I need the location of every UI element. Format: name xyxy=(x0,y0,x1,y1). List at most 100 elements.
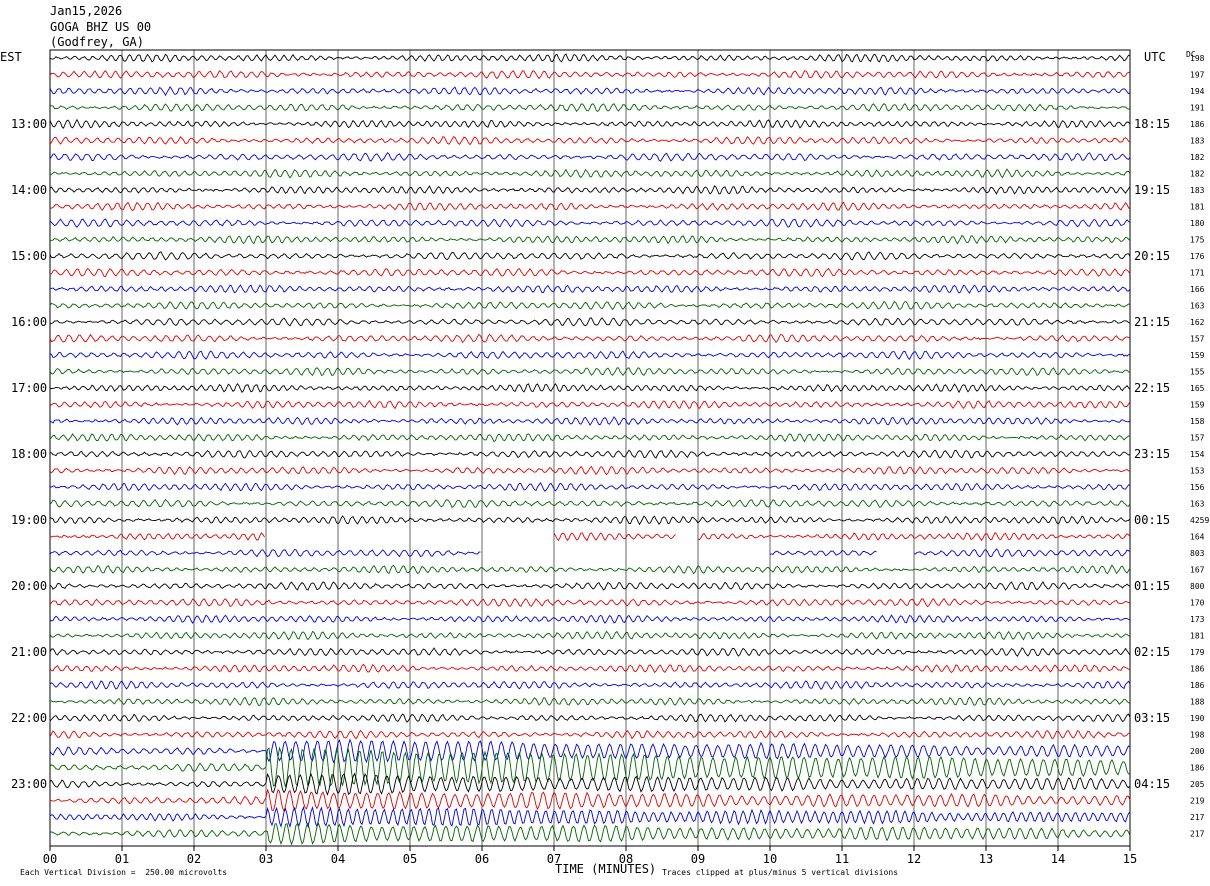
x-tick-label: 15 xyxy=(1123,852,1137,866)
dc-offset-value: 182 xyxy=(1190,153,1205,162)
seismic-trace xyxy=(49,367,1131,377)
dc-offset-value: 186 xyxy=(1190,681,1205,690)
dc-offset-value: 194 xyxy=(1190,87,1205,96)
x-axis-title: TIME (MINUTES) xyxy=(555,862,657,876)
x-tick-label: 14 xyxy=(1051,852,1065,866)
x-tick-label: 10 xyxy=(763,852,777,866)
dc-offset-value: 181 xyxy=(1190,632,1205,641)
seismic-trace xyxy=(49,515,1131,526)
left-hour-label: 20:00 xyxy=(11,579,47,593)
right-hour-label: 00:15 xyxy=(1134,513,1170,527)
plot-frame xyxy=(49,49,1131,847)
right-hour-label: 04:15 xyxy=(1134,777,1170,791)
seismic-trace xyxy=(49,663,1131,674)
seismic-trace xyxy=(49,498,1131,508)
dc-offset-value: 164 xyxy=(1190,533,1205,542)
seismic-trace xyxy=(49,300,1131,311)
right-hour-label: 21:15 xyxy=(1134,315,1170,329)
dc-offset-value: 157 xyxy=(1190,335,1205,344)
right-timezone-label: UTC xyxy=(1144,50,1166,64)
dc-offset-value: 170 xyxy=(1190,599,1205,608)
seismic-trace xyxy=(49,53,1131,63)
x-tick-label: 07 xyxy=(547,852,561,866)
dc-offset-value: 155 xyxy=(1190,368,1205,377)
left-hour-label: 18:00 xyxy=(11,447,47,461)
dc-offset-header: DC xyxy=(1186,50,1196,59)
dc-offset-value: 186 xyxy=(1190,665,1205,674)
dc-offset-value: 217 xyxy=(1190,830,1205,839)
dc-offset-value: 157 xyxy=(1190,434,1205,443)
plot-date: Jan15,2026 xyxy=(50,4,123,18)
right-hour-label: 03:15 xyxy=(1134,711,1170,725)
seismic-trace xyxy=(49,696,1131,706)
left-hour-label: 15:00 xyxy=(11,249,47,263)
seismic-trace xyxy=(49,416,1131,426)
x-tick-label: 00 xyxy=(43,852,57,866)
seismic-trace xyxy=(49,399,1131,410)
seismic-trace xyxy=(49,564,1131,575)
seismic-trace xyxy=(49,581,1131,591)
station-location: (Godfrey, GA) xyxy=(50,35,144,49)
seismic-trace xyxy=(49,630,1131,641)
seismic-trace xyxy=(49,69,1131,80)
x-tick-label: 11 xyxy=(835,852,849,866)
dc-offset-value: 197 xyxy=(1190,71,1205,80)
dc-offset-value: 175 xyxy=(1190,236,1205,245)
left-hour-label: 23:00 xyxy=(11,777,47,791)
left-hour-label: 14:00 xyxy=(11,183,47,197)
left-timezone-label: EST xyxy=(0,50,22,64)
left-hour-label: 17:00 xyxy=(11,381,47,395)
seismic-trace xyxy=(49,772,1131,796)
dc-offset-value: 4259 xyxy=(1190,516,1209,525)
dc-offset-value: 182 xyxy=(1190,170,1205,179)
dc-offset-value: 219 xyxy=(1190,797,1205,806)
dc-offset-value: 156 xyxy=(1190,483,1205,492)
seismic-trace xyxy=(49,267,1131,278)
seismic-trace xyxy=(49,465,1131,476)
seismic-trace xyxy=(49,284,1131,294)
seismic-trace xyxy=(49,647,1131,657)
seismic-trace xyxy=(49,548,1131,558)
seismic-trace xyxy=(49,680,1131,691)
dc-offset-value: 191 xyxy=(1190,104,1205,113)
dc-offset-value: 186 xyxy=(1190,120,1205,129)
seismic-trace xyxy=(49,822,1131,846)
station-code: GOGA BHZ US 00 xyxy=(50,20,152,34)
dc-offset-value: 183 xyxy=(1190,137,1205,146)
left-hour-label: 16:00 xyxy=(11,315,47,329)
seismic-trace xyxy=(49,234,1131,245)
x-tick-label: 13 xyxy=(979,852,993,866)
dc-offset-value: 166 xyxy=(1190,285,1205,294)
dc-offset-value: 163 xyxy=(1190,500,1205,509)
seismic-trace xyxy=(49,251,1131,261)
x-tick-label: 08 xyxy=(619,852,633,866)
seismic-trace xyxy=(49,218,1131,228)
seismic-trace xyxy=(49,729,1130,740)
right-hour-label: 19:15 xyxy=(1134,183,1170,197)
dc-offset-value: 180 xyxy=(1190,219,1205,228)
left-hour-label: 22:00 xyxy=(11,711,47,725)
x-tick-label: 04 xyxy=(331,852,345,866)
dc-offset-value: 158 xyxy=(1190,417,1205,426)
x-tick-label: 09 xyxy=(691,852,705,866)
dc-offset-value: 190 xyxy=(1190,714,1205,723)
dc-offset-value: 153 xyxy=(1190,467,1205,476)
right-hour-label: 20:15 xyxy=(1134,249,1170,263)
seismic-trace xyxy=(49,152,1131,162)
x-tick-label: 06 xyxy=(475,852,489,866)
seismic-trace xyxy=(49,805,1131,829)
dc-offset-value: 154 xyxy=(1190,450,1205,459)
left-hour-label: 21:00 xyxy=(11,645,47,659)
dc-offset-value: 179 xyxy=(1190,648,1205,657)
seismic-trace xyxy=(49,185,1131,195)
seismic-trace xyxy=(49,614,1131,624)
dc-offset-value: 217 xyxy=(1190,813,1205,822)
dc-offset-value: 163 xyxy=(1190,302,1205,311)
x-tick-label: 12 xyxy=(907,852,921,866)
seismic-trace xyxy=(49,481,1131,492)
dc-offset-value: 188 xyxy=(1190,698,1205,707)
dc-offset-value: 800 xyxy=(1190,582,1205,591)
seismic-trace xyxy=(49,102,1131,113)
dc-offset-value: 159 xyxy=(1190,401,1205,410)
